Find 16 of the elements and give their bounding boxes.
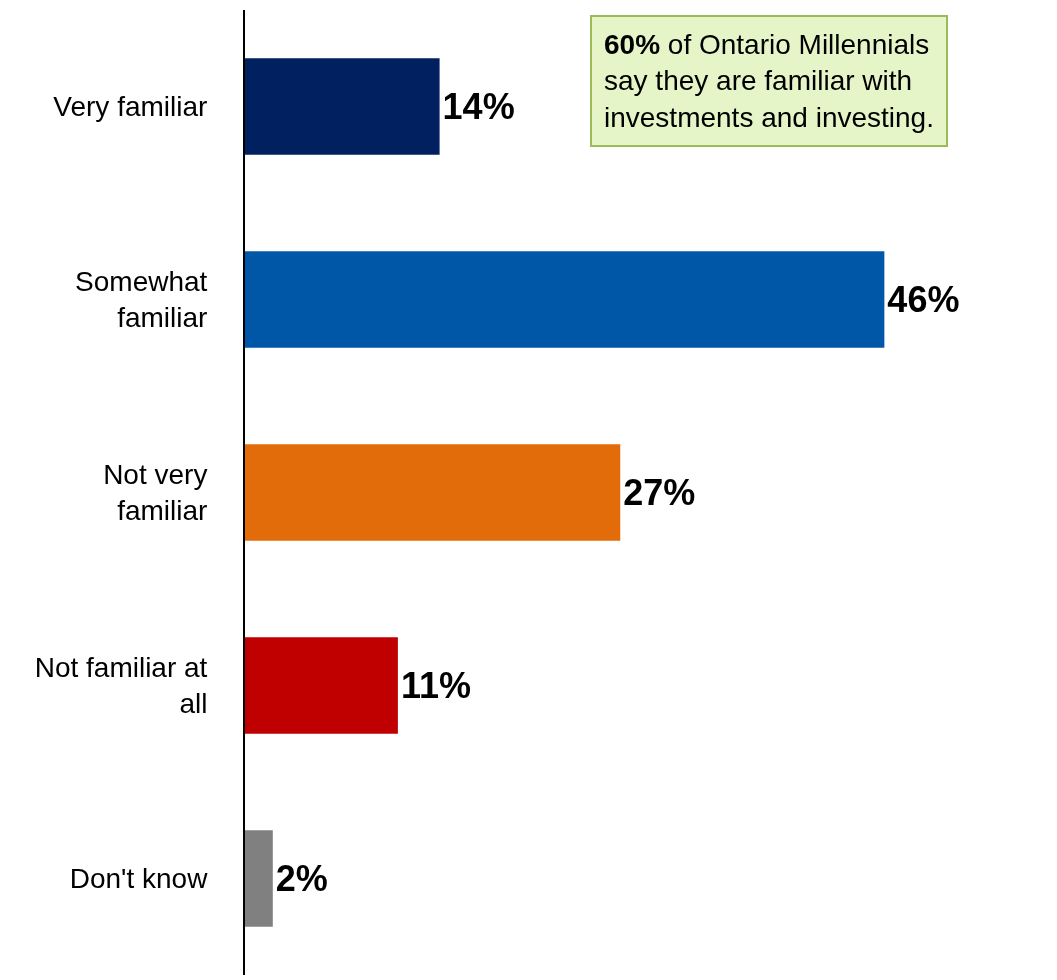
annotation: 60% of Ontario Millennials say they are familiar with investments and investing. [604,29,934,133]
bar [245,830,273,927]
data-label: 11% [400,665,471,706]
y-tick-label: Not very familiar [103,459,208,527]
y-tick-label: Don't know [69,863,209,895]
bar [245,251,885,348]
y-tick-label: Somewhat familiar [75,266,208,334]
data-label: 27% [623,472,696,513]
bar [245,444,621,541]
data-label: 46% [887,279,960,320]
y-tick-label: Very familiar [53,91,208,123]
bar [245,637,398,734]
data-label: 14% [442,86,515,127]
data-label: 2% [275,858,328,899]
y-tick-label: Not familiar at all [34,652,208,720]
bar [245,58,440,155]
